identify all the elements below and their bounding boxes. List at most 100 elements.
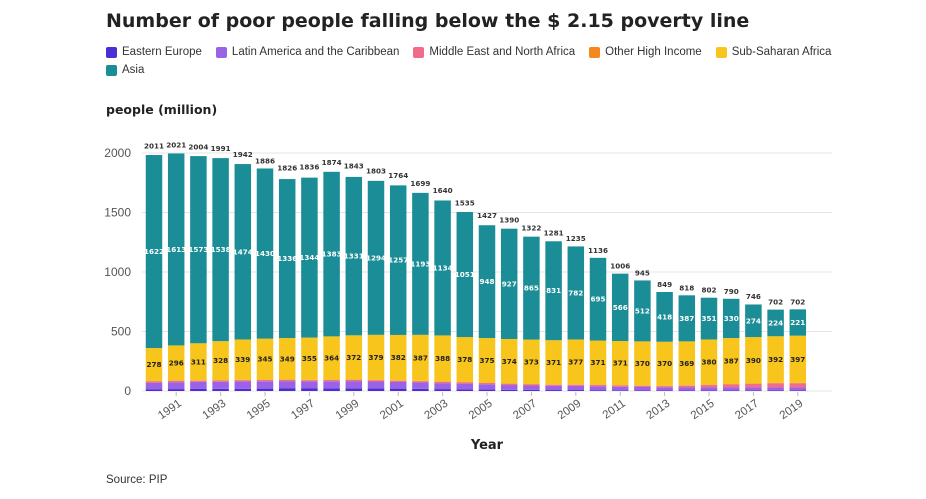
bar-segment-latin-america-and-the-caribbean — [523, 385, 540, 390]
bar-segment-eastern-europe — [656, 390, 673, 391]
data-label-asia: 695 — [590, 295, 605, 304]
bar-segment-sub-saharan-africa — [167, 345, 185, 381]
bar-segment-eastern-europe — [634, 390, 651, 391]
bar-segment-middle-east-and-north-africa — [234, 380, 252, 382]
bar-segment-sub-saharan-africa — [478, 338, 496, 383]
data-label-asia: 1613 — [166, 245, 186, 254]
x-tick-label: 2007 — [511, 398, 539, 423]
bar-segment-asia — [700, 297, 718, 340]
legend-swatch — [215, 46, 227, 58]
bar-segment-asia — [545, 241, 562, 341]
legend-item-other-high-income[interactable]: Other High Income — [589, 46, 702, 58]
data-label-asia: 831 — [546, 286, 561, 295]
data-label-sub-saharan-africa: 380 — [701, 358, 716, 367]
total-label: 702 — [768, 297, 783, 306]
bar-segment-latin-america-and-the-caribbean — [789, 387, 807, 391]
bar-segment-latin-america-and-the-caribbean — [389, 381, 407, 389]
legend-item-eastern-europe[interactable]: Eastern Europe — [106, 46, 202, 58]
bar-segment-latin-america-and-the-caribbean — [167, 382, 185, 390]
bar-segment-asia — [745, 304, 762, 338]
legend-item-asia[interactable]: Asia — [106, 64, 144, 76]
data-label-asia: 865 — [524, 284, 539, 293]
bar-segment-eastern-europe — [589, 390, 607, 391]
x-tick-label: 2017 — [733, 398, 761, 423]
bar-segment-middle-east-and-north-africa — [500, 383, 518, 386]
legend-swatch — [106, 64, 117, 76]
legend-label: Asia — [122, 64, 145, 76]
bar-segment-sub-saharan-africa — [278, 338, 296, 380]
bar-segment-eastern-europe — [167, 389, 185, 391]
data-label-sub-saharan-africa: 387 — [413, 353, 428, 362]
x-axis-label: Year — [470, 438, 504, 453]
bar-segment-middle-east-and-north-africa — [212, 380, 229, 382]
data-label-sub-saharan-africa: 296 — [169, 359, 184, 368]
bar-segment-asia — [500, 228, 518, 339]
data-label-asia: 948 — [479, 277, 494, 286]
data-label-sub-saharan-africa: 349 — [280, 354, 295, 363]
data-label-asia: 1573 — [188, 245, 208, 254]
bar-segment-sub-saharan-africa — [745, 337, 762, 384]
legend-swatch — [589, 46, 601, 58]
bar-segment-sub-saharan-africa — [145, 348, 163, 382]
bar-segment-latin-america-and-the-caribbean — [589, 386, 607, 391]
data-label-sub-saharan-africa: 339 — [235, 355, 250, 364]
data-label-asia: 274 — [746, 316, 761, 325]
bar-segment-sub-saharan-africa — [345, 335, 363, 380]
data-label-sub-saharan-africa: 345 — [257, 355, 272, 364]
data-label-asia: 351 — [701, 314, 716, 323]
y-axis-label: people (million) — [106, 102, 218, 117]
legend-swatch — [715, 46, 727, 58]
data-label-sub-saharan-africa: 382 — [391, 353, 406, 362]
bar-segment-latin-america-and-the-caribbean — [722, 387, 740, 391]
bar-segment-asia — [478, 225, 496, 339]
bar-segment-asia — [167, 153, 185, 346]
bar-segment-eastern-europe — [212, 388, 229, 391]
data-label-asia: 1622 — [144, 247, 164, 256]
bar-segment-eastern-europe — [478, 389, 496, 391]
bar-segment-latin-america-and-the-caribbean — [256, 381, 274, 389]
bar-segment-middle-east-and-north-africa — [567, 384, 585, 386]
bar-segment-middle-east-and-north-africa — [412, 381, 429, 383]
bar-segment-sub-saharan-africa — [722, 338, 740, 385]
bar-segment-eastern-europe — [323, 388, 340, 391]
bar-segment-eastern-europe — [700, 390, 718, 391]
legend: Eastern Europe Latin America and the Cari… — [106, 46, 846, 76]
data-label-sub-saharan-africa: 370 — [635, 359, 650, 368]
total-label: 802 — [701, 286, 716, 295]
bar-segment-eastern-europe — [434, 389, 451, 391]
total-label: 1640 — [433, 186, 453, 195]
data-label-asia: 566 — [613, 303, 628, 312]
data-label-sub-saharan-africa: 388 — [435, 354, 450, 363]
legend-item-latin-america-and-the-caribbean[interactable]: Latin America and the Caribbean — [215, 46, 399, 58]
bar-segment-sub-saharan-africa — [412, 334, 429, 381]
total-label: 790 — [724, 287, 739, 296]
bar-segment-sub-saharan-africa — [367, 334, 385, 380]
bar-segment-sub-saharan-africa — [256, 338, 274, 380]
bar-segment-eastern-europe — [678, 390, 696, 391]
data-label-asia: 330 — [724, 314, 739, 323]
bar-segment-latin-america-and-the-caribbean — [234, 381, 252, 389]
bar-segment-middle-east-and-north-africa — [789, 383, 807, 388]
bar-segment-eastern-europe — [145, 389, 163, 391]
total-label: 2021 — [166, 141, 186, 150]
total-label: 1535 — [455, 198, 475, 207]
bar-segment-eastern-europe — [234, 388, 252, 391]
bar-segment-middle-east-and-north-africa — [301, 380, 318, 382]
bar-segment-asia — [389, 185, 407, 335]
bar-segment-asia — [301, 177, 318, 338]
bar-segment-sub-saharan-africa — [301, 337, 318, 380]
legend-item-middle-east-and-north-africa[interactable]: Middle East and North Africa — [413, 46, 575, 58]
total-label: 1764 — [388, 171, 408, 180]
bar-segment-latin-america-and-the-caribbean — [367, 381, 385, 389]
data-label-sub-saharan-africa: 373 — [524, 357, 539, 366]
bar-segment-sub-saharan-africa — [767, 336, 784, 383]
legend-item-sub-saharan-africa[interactable]: Sub-Saharan Africa — [715, 46, 831, 58]
data-label-sub-saharan-africa: 372 — [346, 353, 361, 362]
bar-segment-latin-america-and-the-caribbean — [190, 381, 207, 389]
data-label-asia: 1383 — [322, 250, 342, 259]
data-label-sub-saharan-africa: 377 — [568, 357, 583, 366]
bar-segment-eastern-europe — [367, 388, 385, 391]
y-tick-label: 2000 — [104, 146, 131, 160]
total-label: 1874 — [322, 158, 342, 167]
y-tick-label: 500 — [111, 325, 131, 339]
